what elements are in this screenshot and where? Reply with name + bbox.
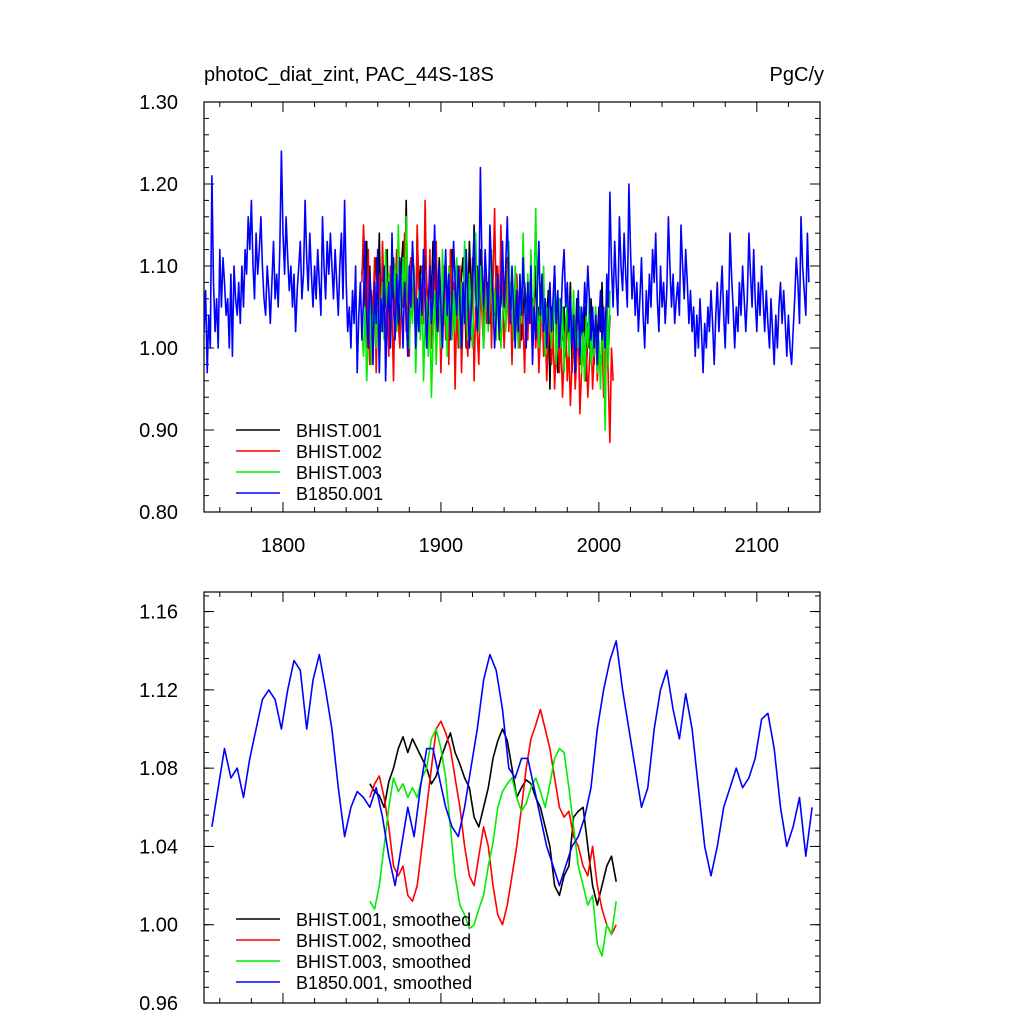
- series-line-bhist-001-smoothed: [369, 728, 617, 906]
- x-tick-label: 1800: [261, 535, 306, 557]
- legend-label-bhist-002-smoothed: BHIST.002, smoothed: [296, 931, 471, 951]
- y-tick-label: 1.00: [139, 915, 178, 937]
- x-tick-label: 1900: [419, 535, 464, 557]
- chart-title: photoC_diat_zint, PAC_44S-18S: [204, 64, 494, 86]
- y-tick-label: 1.20: [139, 174, 178, 196]
- y-tick-label: 1.30: [139, 92, 178, 114]
- plot-frame-1: [203, 101, 821, 513]
- y-tick-label: 0.80: [139, 502, 178, 524]
- y-tick-label: 1.00: [139, 338, 178, 360]
- x-tick-label: 2000: [577, 535, 622, 557]
- series-line-b1850-001-smoothed: [211, 640, 813, 887]
- series-line-bhist-003: [361, 207, 611, 431]
- legend-label-bhist-003-smoothed: BHIST.003, smoothed: [296, 952, 471, 972]
- y-tick-label: 0.90: [139, 420, 178, 442]
- y-tick-label: 1.08: [139, 758, 178, 780]
- x-tick-label: 2100: [735, 535, 780, 557]
- series-line-bhist-002-smoothed: [369, 708, 617, 936]
- legend-label-bhist-002: BHIST.002: [296, 442, 382, 462]
- units-label: PgC/y: [769, 64, 824, 86]
- y-tick-label: 1.10: [139, 256, 178, 278]
- y-tick-label: 1.04: [139, 836, 178, 858]
- legend-label-bhist-003: BHIST.003: [296, 463, 382, 483]
- series-line-bhist-003-smoothed: [369, 728, 617, 957]
- y-tick-label: 1.12: [139, 680, 178, 702]
- legend-label-bhist-001-smoothed: BHIST.001, smoothed: [296, 910, 471, 930]
- legend-label-b1850-001-smoothed: B1850.001, smoothed: [296, 973, 472, 993]
- y-tick-label: 1.16: [139, 602, 178, 624]
- series-line-b1850-001: [204, 150, 810, 382]
- legend-label-bhist-001: BHIST.001: [296, 421, 382, 441]
- legend-label-b1850-001: B1850.001: [296, 484, 383, 504]
- y-tick-label: 0.96: [139, 993, 178, 1015]
- plot-frame-2: [203, 591, 821, 1004]
